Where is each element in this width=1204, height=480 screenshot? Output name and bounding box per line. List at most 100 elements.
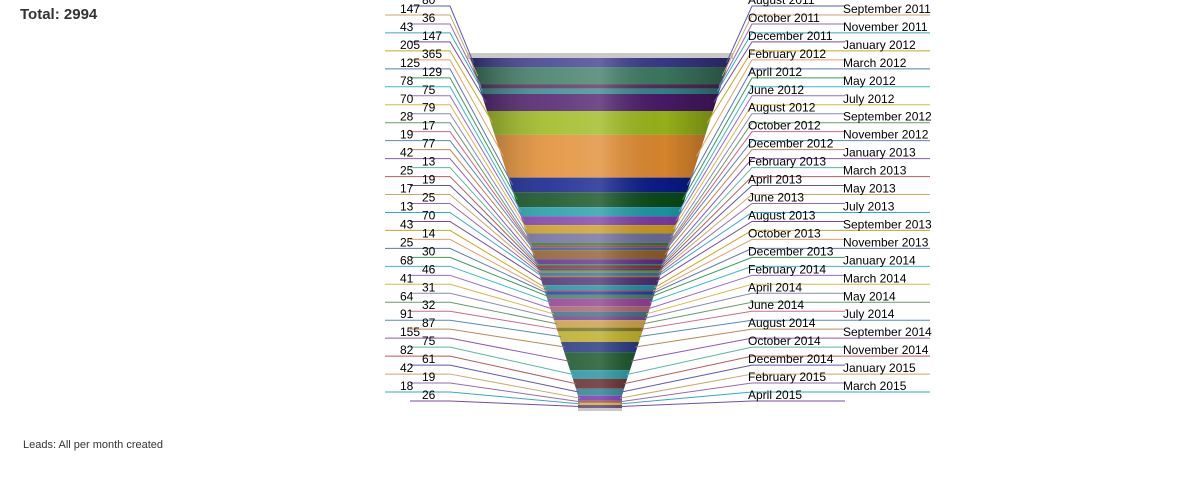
value-leader-line [385,176,540,268]
value-label: 19 [400,128,414,142]
month-label: October 2011 [748,11,820,25]
month-leader-line [662,158,930,262]
value-label: 147 [422,29,442,43]
month-leader-line [630,337,930,362]
value-leader-line [410,364,580,393]
month-label: April 2013 [748,173,802,187]
month-leader-line [669,113,845,239]
month-leader-line [713,41,845,103]
value-label: 42 [400,361,414,375]
month-label: May 2014 [843,289,896,303]
value-leader-line [385,301,558,325]
month-label: September 2012 [843,110,932,124]
month-leader-line [706,50,930,124]
value-label: 79 [422,101,436,115]
month-label: December 2013 [748,244,834,258]
month-leader-line [682,77,845,200]
value-label: 42 [400,146,414,160]
value-label: 25 [400,235,414,249]
month-label: July 2014 [843,307,895,321]
value-label: 70 [422,208,436,222]
value-label: 75 [422,334,436,348]
month-label: July 2012 [843,92,895,106]
month-label: January 2014 [843,253,916,267]
month-leader-line [653,238,845,292]
value-leader-line [385,50,494,124]
month-leader-line [726,5,845,63]
value-leader-line [385,391,581,405]
value-leader-line [410,113,531,239]
month-label: November 2011 [843,20,928,34]
value-leader-line [385,14,479,77]
month-leader-line [686,68,930,186]
value-leader-line [385,140,534,250]
value-leader-line [410,185,541,270]
month-leader-line [638,319,930,338]
value-label: 91 [400,307,414,321]
month-label: April 2015 [748,388,802,402]
value-label: 28 [400,110,414,124]
value-label: 78 [400,74,414,88]
value-leader-line [385,229,546,289]
value-label: 64 [400,289,414,303]
value-leader-line [410,256,549,298]
value-leader-line [385,247,548,294]
month-label: January 2012 [843,38,916,52]
value-leader-line [385,337,570,362]
value-label: 25 [422,191,436,205]
month-leader-line [652,247,930,294]
month-label: March 2013 [843,164,907,178]
value-leader-line [385,319,562,338]
month-label: October 2013 [748,226,821,240]
month-leader-line [659,194,930,273]
month-label: July 2013 [843,199,895,213]
value-label: 80 [422,0,436,7]
value-leader-line [410,203,542,275]
value-leader-line [410,95,525,222]
month-leader-line [666,140,930,250]
month-label: February 2014 [748,262,826,276]
value-leader-line [385,86,522,213]
month-leader-line [645,283,930,315]
value-label: 32 [422,298,436,312]
month-label: January 2015 [843,361,916,375]
value-leader-line [410,149,536,255]
month-label: September 2013 [843,217,932,231]
value-label: 18 [400,379,414,393]
month-leader-line [640,310,845,330]
value-label: 365 [422,47,442,61]
month-label: February 2012 [748,47,826,61]
funnel-shine [470,58,730,408]
value-label: 17 [400,182,414,196]
month-leader-line [658,203,845,275]
month-leader-line [649,265,930,303]
month-leader-line [660,176,930,268]
month-leader-line [619,400,845,407]
value-leader-line [410,131,533,248]
value-leader-line [385,104,528,230]
value-leader-line [410,59,504,157]
month-leader-line [718,23,845,87]
month-leader-line [667,122,930,245]
month-leader-line [696,59,845,157]
month-label: December 2011 [748,29,833,43]
value-label: 75 [422,83,436,97]
month-leader-line [659,185,845,270]
month-leader-line [651,256,845,298]
month-leader-line [626,346,845,376]
value-label: 147 [400,2,420,16]
value-label: 25 [400,164,414,178]
value-label: 36 [422,11,436,25]
value-label: 70 [400,92,414,106]
month-leader-line [644,292,845,319]
value-label: 77 [422,137,436,151]
value-leader-line [410,41,487,103]
month-label: May 2013 [843,182,896,196]
value-leader-line [385,355,577,385]
value-label: 26 [422,388,436,402]
month-label: March 2015 [843,379,907,393]
value-leader-line [385,211,543,277]
value-label: 155 [400,325,420,339]
value-leader-line [385,32,484,92]
month-label: November 2013 [843,235,929,249]
